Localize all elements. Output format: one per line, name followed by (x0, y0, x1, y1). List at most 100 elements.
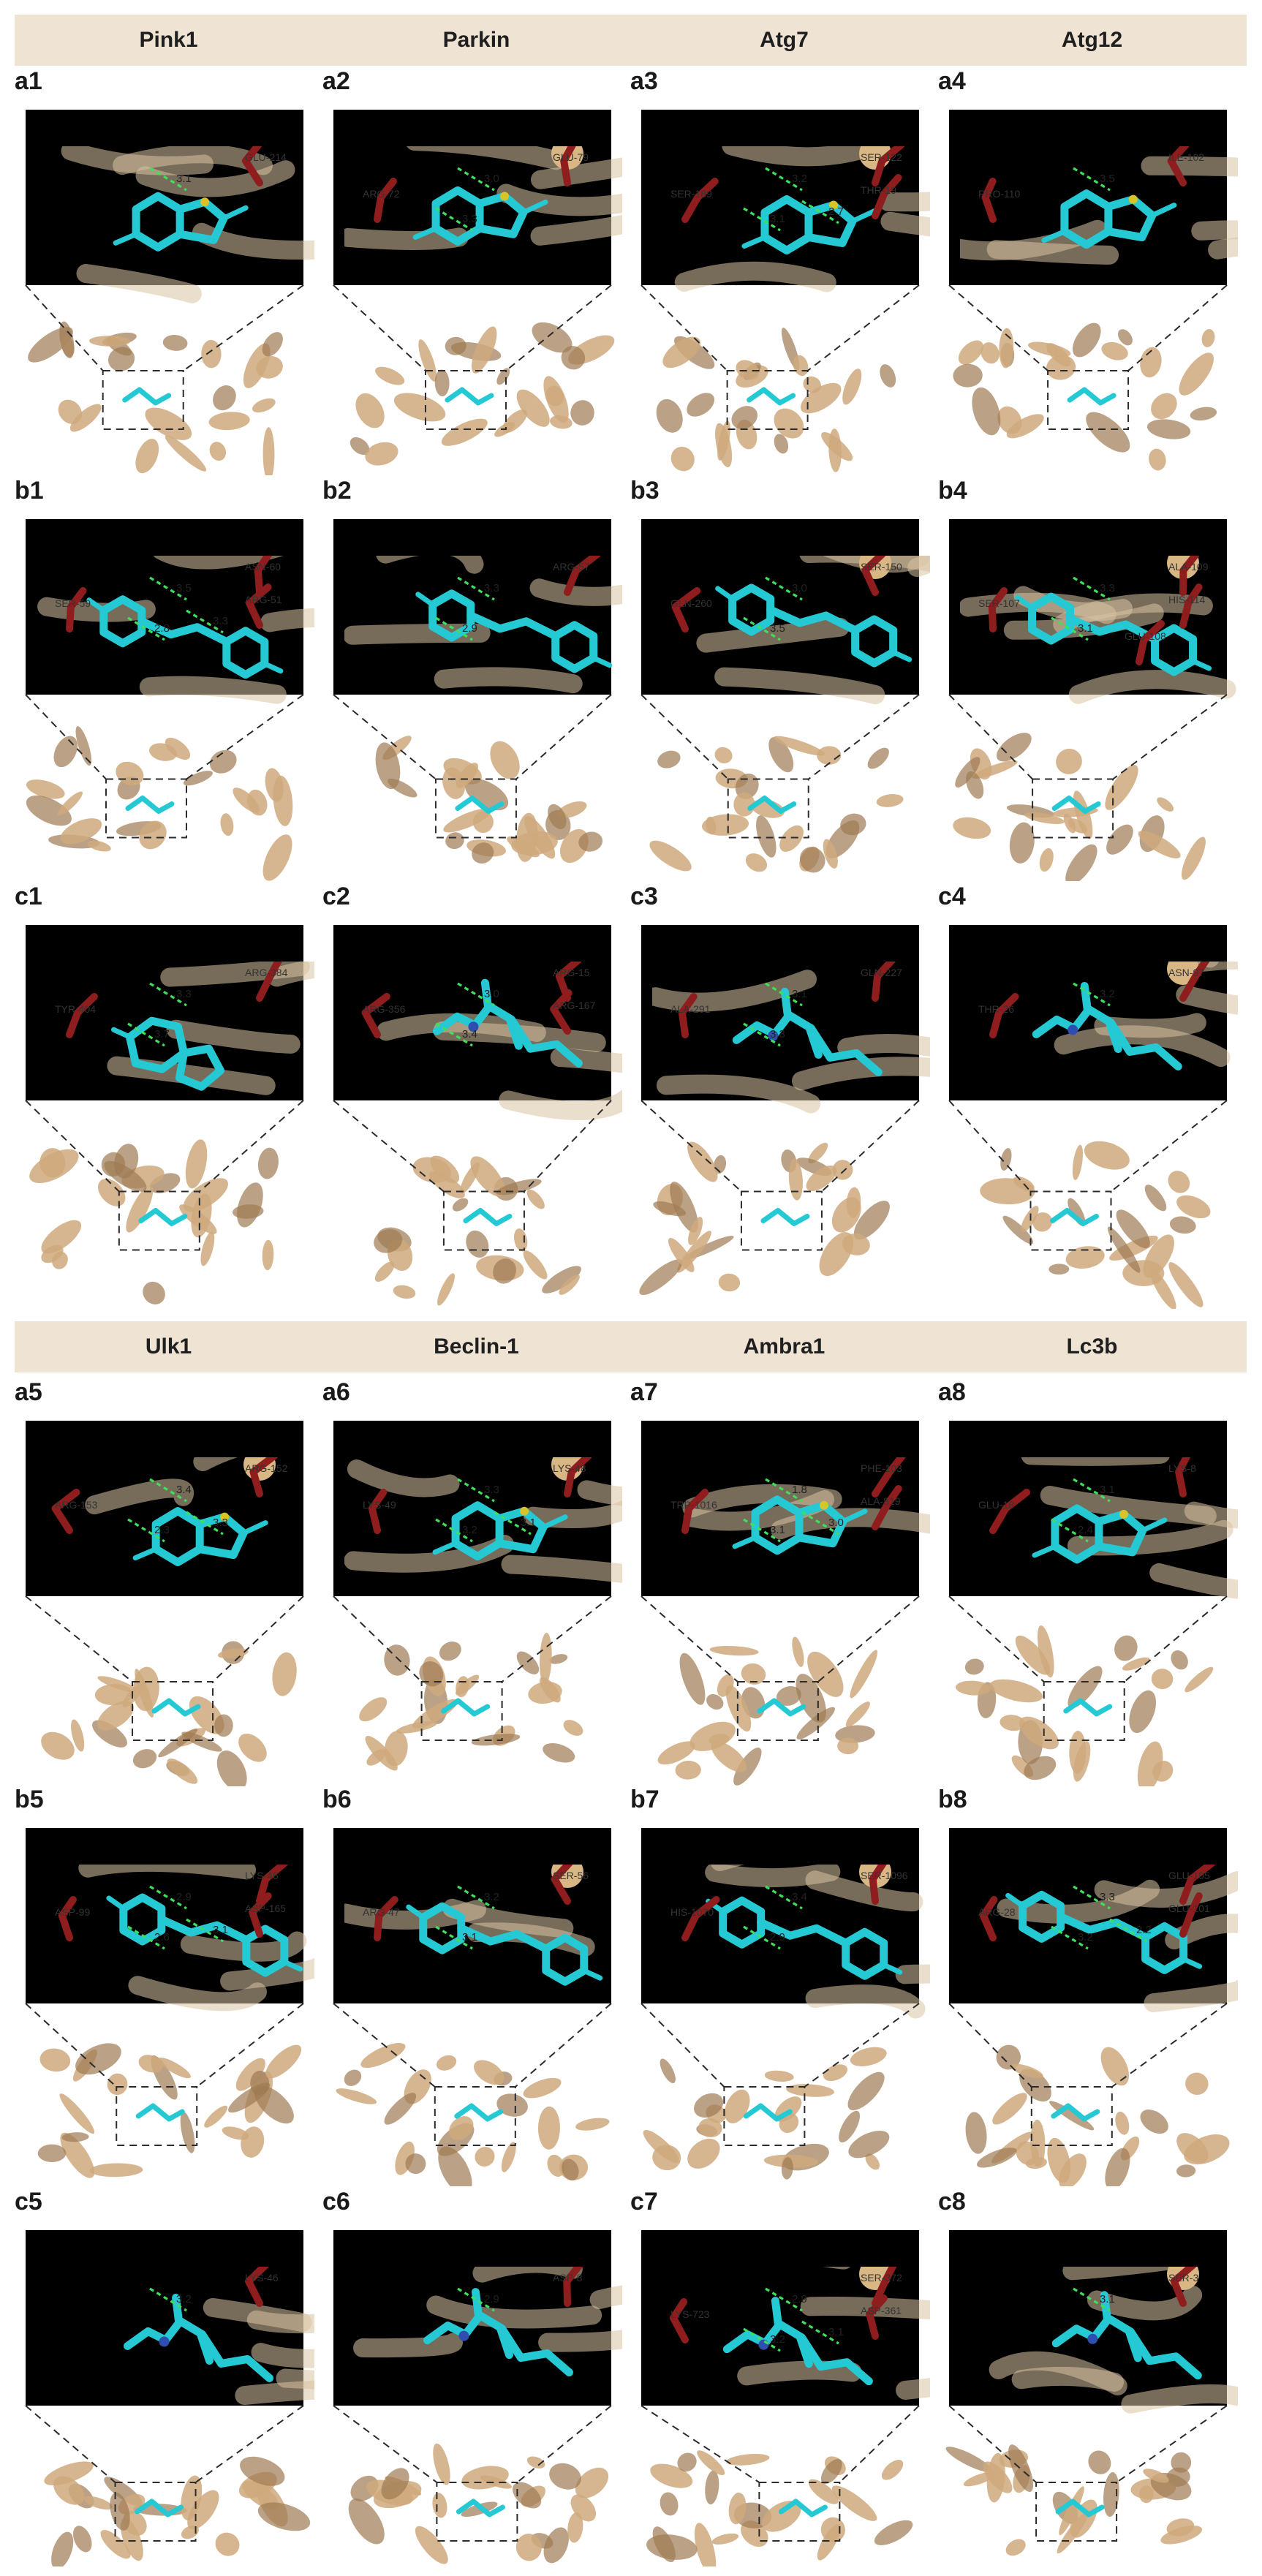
protein-overview (945, 2444, 1203, 2556)
zoom-inset: 3.2 ASN-97 THR-26 (949, 925, 1238, 1100)
residue-label: GLN-260 (670, 597, 712, 609)
protein-overview (657, 1636, 878, 1786)
panel-label: c3 (630, 883, 658, 910)
residue-label: LYS-46 (245, 1870, 279, 1881)
panel-label: b4 (938, 477, 967, 505)
column-title-8: Lc3b (1066, 1334, 1118, 1359)
zoom-inset: 3.3 3.2 2.2 GLU-105 ARG-28 GLU-101 (949, 1828, 1238, 2013)
protein-overview (965, 2044, 1230, 2186)
zoom-inset: 3.1 3.3 GLN-227 ALA-291 (641, 925, 930, 1114)
panel-label: a6 (322, 1378, 350, 1406)
zoom-inset: 3.3 3.1 ALA-109 SER-107 HIS-114 GLU-108 (949, 519, 1236, 704)
zoom-inset: 3.0 3.3 GLU-79 ARG-72 (333, 110, 622, 285)
column-title-1: Pink1 (139, 28, 198, 52)
docking-figure: 3.1 SER-3 (945, 2230, 1238, 2556)
protein-overview (359, 1632, 583, 1771)
distance-label: 2.9 (176, 1891, 192, 1903)
distance-label: 3.1 (792, 988, 807, 1000)
distance-label: 3.5 (176, 582, 192, 594)
protein-overview (656, 328, 896, 472)
docking-panel-c2: c2 3.0 3.4 ARG-15 ARG-356 ARG-167 (322, 883, 630, 1309)
protein-overview (29, 1139, 279, 1304)
panel-label: c1 (15, 883, 42, 910)
zoom-inset: 3.3 3.2 3.1 LYS-48 LYS-49 (333, 1421, 622, 1596)
residue-label: ARG-384 (245, 967, 288, 978)
panel-label: a4 (938, 67, 966, 95)
header-band-top: Pink1 Parkin Atg7 Atg12 (15, 15, 1247, 66)
distance-label: 2.9 (792, 2293, 807, 2305)
docking-panel-a6: a6 3.3 3.2 3.1 LYS-48 LYS-49 (322, 1378, 630, 1786)
residue-label: LYS-48 (553, 1462, 586, 1474)
distance-label: 2.3 (154, 1524, 170, 1536)
distance-label: 3.1 (1078, 622, 1093, 635)
zoom-inset: 3.2 LYS-46 (26, 2230, 314, 2406)
docking-panel-c3: c3 3.1 3.3 GLN-227 ALA-291 (630, 883, 938, 1309)
docking-panel-c5: c5 3.2 LYS-46 (15, 2188, 322, 2566)
zoom-inset: 3.2 3.1 2.7 SER-122 SER-189 THR-19 (641, 110, 930, 292)
docking-figure: 3.1 GLU-214 (25, 110, 314, 475)
distance-label: 3.0 (484, 988, 499, 1000)
docking-figure: 3.2 3.1 SER-56 ARG-47 (333, 1828, 612, 2186)
docking-figure: 3.0 3.3 GLU-79 ARG-72 (333, 110, 622, 466)
distance-label: 3.1 (521, 1516, 536, 1529)
panel-label: b5 (15, 1786, 44, 1813)
residue-label: ASP-361 (861, 2305, 902, 2316)
docking-panel-b4: b4 3.3 3.1 ALA-109 SER-107 HIS-114 GLU-108 (938, 477, 1246, 881)
residue-label: GLU-108 (1125, 630, 1166, 642)
panel-label: b7 (630, 1786, 660, 1813)
column-title-4: Atg12 (1061, 28, 1123, 52)
distance-label: 3.3 (484, 1484, 499, 1496)
distance-label: 3.2 (462, 1524, 477, 1536)
docking-figure: 3.2 ASN-97 THR-26 (948, 925, 1238, 1309)
protein-overview (643, 2047, 890, 2180)
residue-label: ASP-165 (245, 1903, 286, 1914)
docking-figure: 3.3 2.9 ARG-57 (333, 519, 622, 864)
residue-label: GLU-101 (1168, 1903, 1210, 1914)
docking-figure: 3.0 3.4 ARG-15 ARG-356 ARG-167 (333, 925, 622, 1306)
distance-label: 2.8 (154, 622, 170, 635)
residue-label: SER-122 (861, 151, 902, 163)
residue-label: ARG-28 (978, 1906, 1016, 1918)
docking-figure: 3.3 3.2 3.1 LYS-48 LYS-49 (333, 1421, 622, 1771)
docking-figure: 3.3 3.1 ALA-109 SER-107 HIS-114 GLU-108 (948, 519, 1236, 881)
protein-overview (649, 736, 904, 873)
distance-label: 2.6 (154, 1931, 170, 1944)
distance-label: 3.3 (213, 615, 228, 627)
residue-label: GLU-105 (1168, 1870, 1210, 1881)
docking-panel-b2: b2 3.3 2.9 ARG-57 (322, 477, 630, 881)
docking-figure: 1.8 3.1 3.0 PHE-103 TRP-1016 ALA-819 (641, 1421, 930, 1786)
docking-panel-c4: c4 3.2 ASN-97 THR-26 (938, 883, 1246, 1309)
zoom-inset: 3.1 GLU-214 (26, 110, 314, 303)
docking-panel-c1: c1 3.3 3.7 ARG-384 TYR-404 (15, 883, 322, 1309)
residue-label: PRO-110 (978, 188, 1021, 200)
residue-label: ARG-167 (553, 1000, 596, 1011)
distance-label: 3.0 (484, 173, 499, 185)
distance-label: 3.4 (792, 1891, 807, 1903)
panel-label: b1 (15, 477, 44, 505)
residue-label: ASP-8 (553, 2272, 583, 2284)
residue-label: GLU-79 (553, 151, 589, 163)
distance-label: 2.9 (770, 1931, 785, 1944)
residue-label: ALA-109 (1168, 561, 1209, 573)
panel-label: c4 (938, 883, 966, 910)
docking-figure: 3.2 3.1 2.7 SER-122 SER-189 THR-19 (641, 110, 930, 472)
residue-label: GLU-18 (978, 1499, 1014, 1511)
column-title-6: Beclin-1 (434, 1334, 519, 1359)
panel-label: b8 (938, 1786, 967, 1813)
zoom-inset: 3.0 3.4 ARG-15 ARG-356 ARG-167 (333, 925, 622, 1120)
zoom-inset: 3.1 2.4 LYS-8 GLU-18 (949, 1421, 1238, 1599)
distance-label: 3.2 (484, 1891, 499, 1903)
header-band-bottom: Ulk1 Beclin-1 Ambra1 Lc3b (15, 1321, 1247, 1372)
panel-label: c5 (15, 2188, 42, 2216)
docking-panel-c7: c7 2.9 3.2 3.1 SER-372 LYS-723 ASP-361 (630, 2188, 938, 2566)
column-title-2: Parkin (442, 28, 510, 52)
residue-label: ALA-291 (670, 1003, 711, 1015)
docking-panel-c6: c6 2.9 ASP-8 (322, 2188, 630, 2566)
docking-figure: 3.3 3.2 2.2 GLU-105 ARG-28 GLU-101 (948, 1828, 1238, 2186)
protein-overview (953, 733, 1206, 881)
panel-label: c2 (322, 883, 350, 910)
panel-label: a1 (15, 67, 42, 95)
protein-overview (26, 726, 293, 881)
docking-panel-b8: b8 3.3 3.2 2.2 GLU-105 ARG-28 GLU-101 (938, 1786, 1246, 2186)
column-title-3: Atg7 (760, 28, 809, 52)
